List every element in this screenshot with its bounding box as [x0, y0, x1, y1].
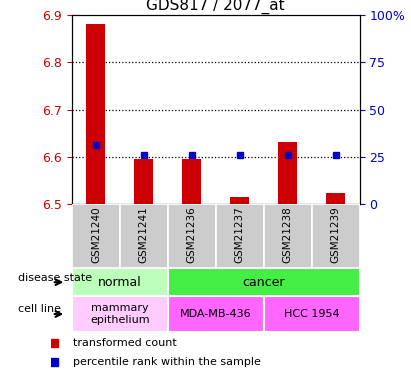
Bar: [72, 296, 168, 332]
Bar: [264, 296, 360, 332]
Text: transformed count: transformed count: [73, 338, 177, 348]
Bar: [278, 142, 297, 204]
Bar: [216, 204, 264, 268]
Text: cancer: cancer: [242, 276, 285, 289]
Text: normal: normal: [98, 276, 142, 289]
Bar: [168, 204, 216, 268]
Bar: [264, 204, 312, 268]
Text: disease state: disease state: [18, 273, 92, 283]
Bar: [72, 268, 168, 296]
Text: mammary
epithelium: mammary epithelium: [90, 303, 150, 325]
Bar: [182, 159, 201, 204]
Bar: [120, 204, 168, 268]
Bar: [168, 296, 264, 332]
Text: percentile rank within the sample: percentile rank within the sample: [73, 357, 261, 367]
Text: GSM21240: GSM21240: [91, 206, 101, 263]
Bar: [168, 268, 360, 296]
Text: GSM21236: GSM21236: [187, 206, 197, 263]
Bar: [72, 204, 120, 268]
Text: GSM21237: GSM21237: [235, 206, 245, 263]
Bar: [326, 192, 345, 204]
Text: GSM21238: GSM21238: [283, 206, 293, 263]
Text: GSM21239: GSM21239: [331, 206, 341, 263]
Bar: [230, 197, 249, 204]
Text: MDA-MB-436: MDA-MB-436: [180, 309, 252, 319]
Bar: [134, 159, 153, 204]
Text: GSM21241: GSM21241: [139, 206, 149, 263]
Bar: [312, 204, 360, 268]
Title: GDS817 / 2077_at: GDS817 / 2077_at: [146, 0, 285, 13]
Text: cell line: cell line: [18, 304, 61, 314]
Text: HCC 1954: HCC 1954: [284, 309, 339, 319]
Bar: [86, 24, 106, 204]
